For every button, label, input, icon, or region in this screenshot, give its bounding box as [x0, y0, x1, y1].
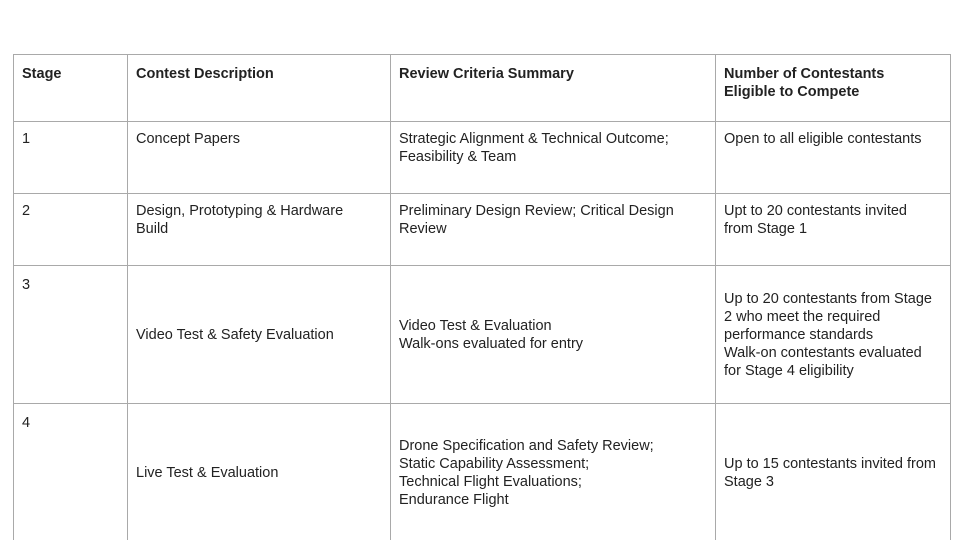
- description-cell: Video Test & Safety Evaluation: [127, 265, 391, 404]
- header-number-of-contestants: Number of Contestants Eligible to Compet…: [715, 54, 951, 122]
- table-row: 1 Concept Papers Strategic Alignment & T…: [13, 121, 951, 194]
- criteria-cell: Preliminary Design Review; Critical Desi…: [390, 193, 716, 266]
- criteria-cell: Strategic Alignment & Technical Outcome;…: [390, 121, 716, 194]
- contest-stages-table: Stage Contest Description Review Criteri…: [13, 54, 951, 540]
- header-review-criteria-summary: Review Criteria Summary: [390, 54, 716, 122]
- eligible-cell: Open to all eligible contestants: [715, 121, 951, 194]
- criteria-cell: Video Test & Evaluation Walk-ons evaluat…: [390, 265, 716, 404]
- criteria-cell: Drone Specification and Safety Review; S…: [390, 403, 716, 540]
- table-row: 2 Design, Prototyping & Hardware Build P…: [13, 193, 951, 266]
- description-cell: Design, Prototyping & Hardware Build: [127, 193, 391, 266]
- header-stage: Stage: [13, 54, 128, 122]
- stage-cell: 3: [13, 265, 128, 404]
- stage-cell: 1: [13, 121, 128, 194]
- header-row: Stage Contest Description Review Criteri…: [13, 54, 951, 122]
- header-contest-description: Contest Description: [127, 54, 391, 122]
- stage-cell: 4: [13, 403, 128, 540]
- table-row: 3 Video Test & Safety Evaluation Video T…: [13, 265, 951, 404]
- table-row: 4 Live Test & Evaluation Drone Specifica…: [13, 403, 951, 540]
- eligible-cell: Up to 15 contestants invited from Stage …: [715, 403, 951, 540]
- stage-cell: 2: [13, 193, 128, 266]
- eligible-cell: Up to 20 contestants from Stage 2 who me…: [715, 265, 951, 404]
- eligible-cell: Upt to 20 contestants invited from Stage…: [715, 193, 951, 266]
- description-cell: Live Test & Evaluation: [127, 403, 391, 540]
- description-cell: Concept Papers: [127, 121, 391, 194]
